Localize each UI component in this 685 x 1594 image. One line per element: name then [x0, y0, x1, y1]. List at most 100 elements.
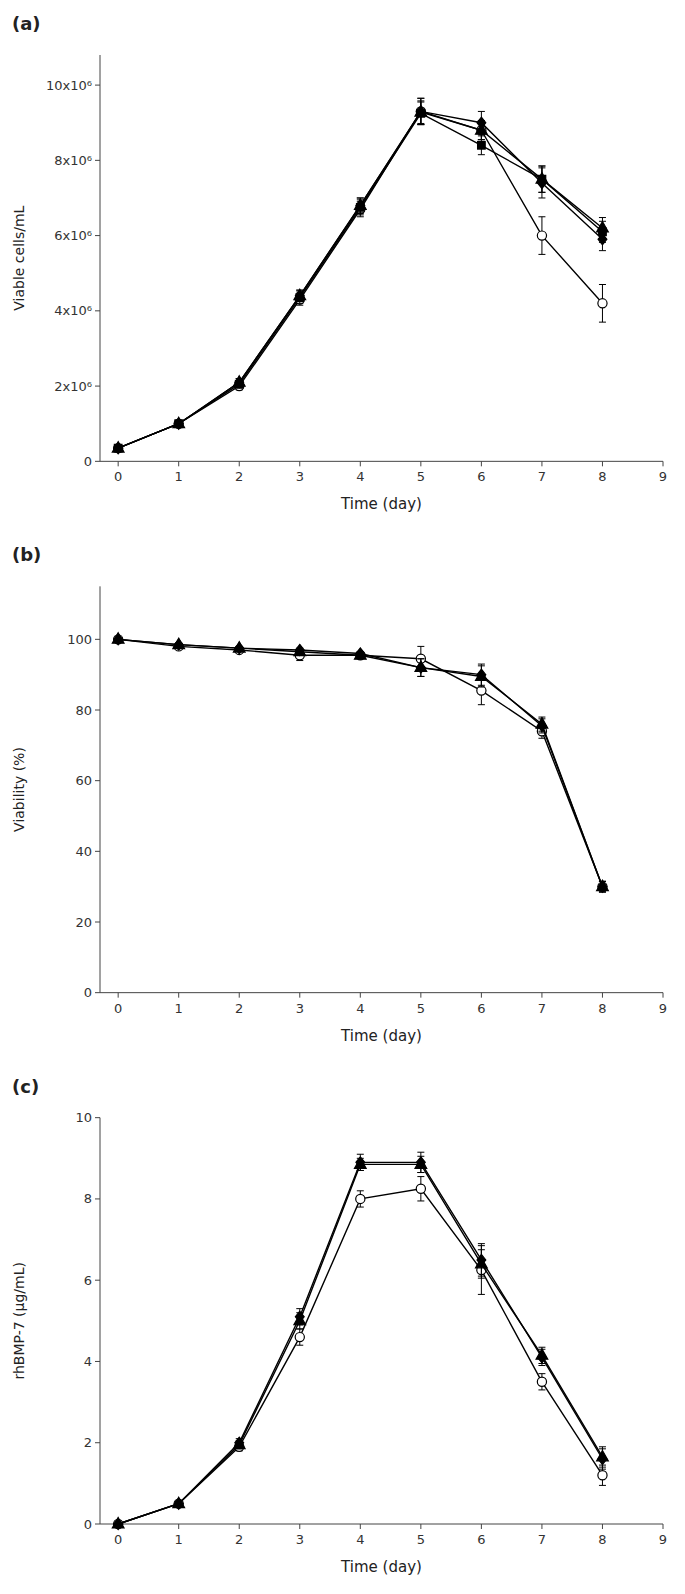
data-point [356, 1194, 365, 1203]
y-axis-line [100, 55, 101, 461]
x-tick [178, 993, 179, 998]
x-tick [663, 993, 664, 998]
x-tick-label: 7 [538, 469, 546, 484]
x-tick [239, 993, 240, 998]
x-tick [541, 461, 542, 466]
x-axis-label: Time (day) [340, 1558, 422, 1576]
y-tick-label: 100 [67, 632, 92, 647]
y-axis-label: Viability (%) [11, 747, 27, 832]
data-point [114, 443, 123, 454]
y-tick-label: 4 [84, 1354, 92, 1369]
panel: (c)01234567890246810Time (day)rhBMP-7 (μ… [11, 1076, 667, 1576]
data-point [356, 1157, 365, 1168]
error-bar [417, 659, 424, 677]
data-point [537, 1377, 546, 1386]
data-point [538, 1352, 547, 1363]
y-tick-label: 0 [84, 1517, 92, 1532]
y-tick-label: 4x10⁶ [54, 303, 92, 318]
x-tick [299, 1524, 300, 1529]
error-bar [538, 1349, 545, 1365]
y-tick-label: 10x10⁶ [46, 78, 92, 93]
x-tick [178, 1524, 179, 1529]
x-tick-label: 5 [417, 1001, 425, 1016]
y-tick [95, 160, 100, 161]
x-tick-label: 4 [356, 1001, 364, 1016]
error-bar [357, 198, 364, 213]
y-tick [95, 85, 100, 86]
data-point [598, 299, 607, 308]
x-tick-label: 6 [477, 469, 485, 484]
y-tick [95, 851, 100, 852]
error-bar [296, 1309, 303, 1325]
data-point [477, 117, 486, 128]
series-line [118, 111, 602, 448]
series [114, 1152, 607, 1529]
error-bar [417, 659, 424, 677]
x-tick-label: 0 [114, 1532, 122, 1547]
data-point [477, 1254, 486, 1265]
x-tick-label: 8 [598, 469, 606, 484]
x-tick [299, 993, 300, 998]
figure: (a)012345678902x10⁶4x10⁶6x10⁶8x10⁶10x10⁶… [0, 0, 685, 1594]
series-line [118, 1189, 602, 1524]
x-tick [420, 461, 421, 466]
x-tick-label: 5 [417, 1532, 425, 1547]
panel-title: (c) [12, 1076, 39, 1097]
error-bar [478, 1244, 485, 1277]
x-tick-label: 6 [477, 1001, 485, 1016]
x-tick-label: 8 [598, 1532, 606, 1547]
x-tick [481, 461, 482, 466]
data-point [416, 1184, 425, 1193]
error-bar [538, 719, 545, 733]
x-tick [360, 1524, 361, 1529]
data-point [477, 669, 486, 680]
data-point [598, 881, 607, 892]
series [114, 1177, 608, 1529]
series [112, 101, 608, 452]
x-tick [541, 993, 542, 998]
x-tick-label: 3 [296, 1001, 304, 1016]
x-tick [118, 461, 119, 466]
y-tick [95, 780, 100, 781]
x-tick [420, 1524, 421, 1529]
error-bar [538, 168, 545, 198]
x-tick-label: 7 [538, 1001, 546, 1016]
plot-area [112, 98, 608, 453]
y-tick [95, 310, 100, 311]
data-point [114, 1519, 123, 1530]
x-tick-label: 1 [175, 1532, 183, 1547]
x-tick [239, 461, 240, 466]
series-line [118, 639, 602, 886]
x-axis-line [100, 461, 663, 462]
y-tick-label: 60 [75, 773, 92, 788]
x-tick-label: 1 [175, 1001, 183, 1016]
y-tick [95, 1361, 100, 1362]
y-tick-label: 2 [84, 1435, 92, 1450]
x-tick-label: 9 [659, 1532, 667, 1547]
x-tick [299, 461, 300, 466]
y-tick-label: 80 [75, 703, 92, 718]
error-bar [357, 1154, 364, 1170]
y-tick-label: 20 [75, 915, 92, 930]
data-point [538, 720, 547, 731]
series [114, 102, 606, 452]
y-tick [95, 1524, 100, 1525]
data-point [295, 644, 304, 655]
series [114, 98, 608, 452]
data-point [598, 1471, 607, 1480]
x-tick [178, 461, 179, 466]
x-tick [118, 993, 119, 998]
error-bar [417, 1152, 424, 1172]
x-tick [541, 1524, 542, 1529]
series [114, 98, 607, 453]
data-point [478, 141, 486, 149]
series-line [118, 113, 602, 448]
data-point [235, 1437, 244, 1448]
series-line [118, 639, 602, 886]
x-tick [360, 461, 361, 466]
x-axis-line [100, 992, 663, 993]
error-bar [417, 98, 424, 124]
x-tick [663, 461, 664, 466]
x-tick-label: 7 [538, 1532, 546, 1547]
y-tick [95, 922, 100, 923]
